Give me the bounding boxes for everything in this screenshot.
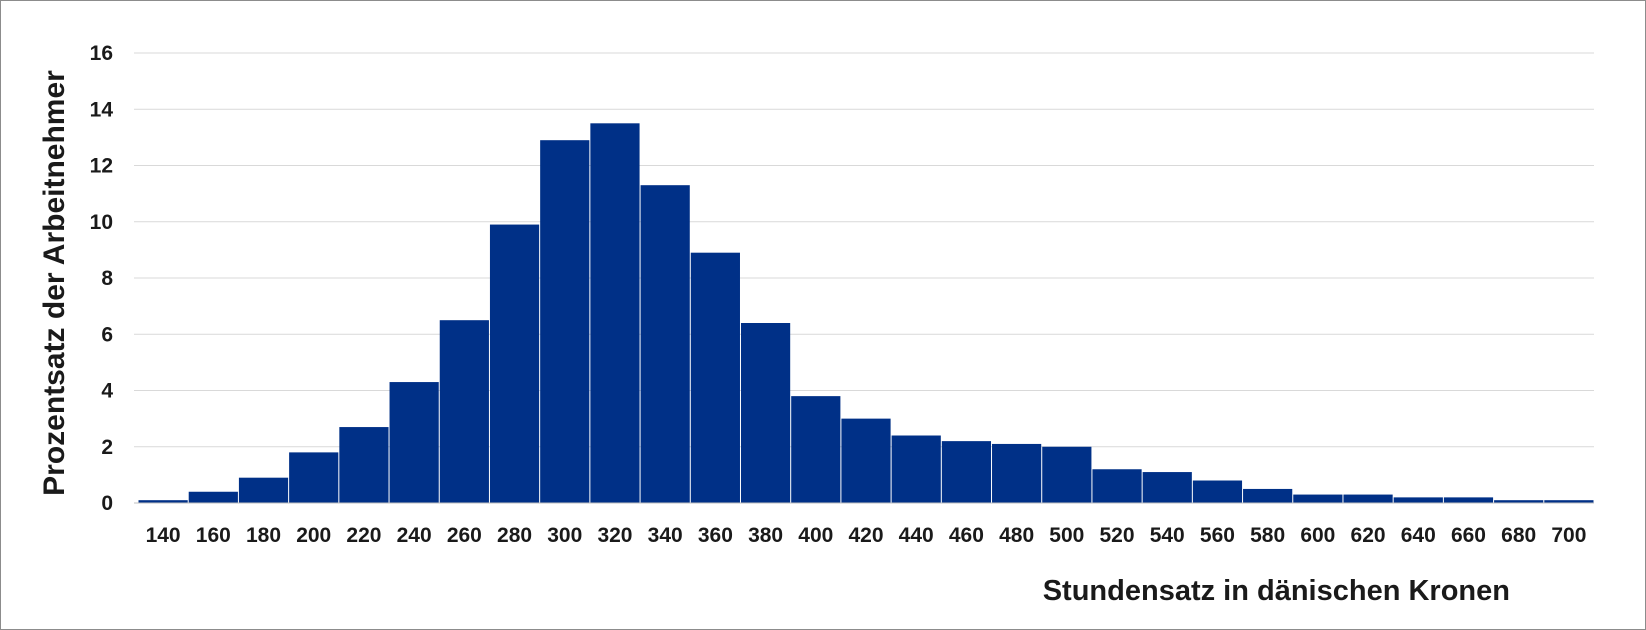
histogram-bar — [1393, 497, 1443, 503]
x-tick-label: 500 — [1049, 524, 1084, 547]
x-tick-label: 680 — [1501, 524, 1536, 547]
histogram-bar — [1494, 500, 1544, 503]
y-tick-label: 2 — [101, 436, 113, 459]
y-tick-label: 12 — [90, 155, 113, 178]
x-tick-label: 640 — [1401, 524, 1436, 547]
x-tick-label: 220 — [346, 524, 381, 547]
histogram-bar — [740, 323, 791, 503]
histogram-bar — [389, 382, 439, 503]
y-axis-ticks: 0 2 4 6 8 10 12 14 16 — [90, 42, 114, 515]
x-tick-label: 160 — [196, 524, 231, 547]
y-tick-label: 14 — [90, 98, 114, 121]
x-tick-label: 280 — [497, 524, 532, 547]
x-tick-label: 660 — [1451, 524, 1486, 547]
x-axis-ticks: 140 160 180 200 220 240 260 280 300 320 340 360 380 4… — [146, 524, 1587, 547]
y-tick-label: 4 — [101, 380, 113, 403]
x-tick-label: 380 — [748, 524, 783, 547]
histogram-bar — [590, 123, 640, 503]
x-tick-label: 600 — [1300, 524, 1335, 547]
x-tick-label: 700 — [1551, 524, 1586, 547]
x-tick-label: 320 — [597, 524, 632, 547]
x-axis-title: Stundensatz in dänischen Kronen — [1043, 575, 1510, 607]
histogram-bar — [1243, 488, 1293, 503]
x-tick-label: 580 — [1250, 524, 1285, 547]
x-tick-label: 620 — [1351, 524, 1386, 547]
y-axis-title: Prozentsatz der Arbeitnehmer — [38, 70, 71, 496]
histogram-bar — [1293, 494, 1343, 503]
histogram-bar — [1544, 500, 1594, 503]
y-tick-label: 10 — [90, 211, 113, 234]
histogram-bar — [289, 452, 339, 503]
bars — [134, 123, 1594, 504]
histogram-bar — [489, 224, 540, 503]
x-tick-label: 540 — [1150, 524, 1185, 547]
histogram-bar — [138, 500, 188, 503]
histogram-bar — [841, 418, 891, 503]
histogram-bar — [1192, 480, 1243, 503]
histogram-bar — [188, 491, 238, 503]
x-tick-label: 480 — [999, 524, 1034, 547]
y-tick-label: 16 — [90, 42, 113, 65]
histogram-bar — [791, 396, 841, 503]
histogram-bar — [992, 443, 1042, 503]
y-tick-label: 0 — [101, 492, 113, 515]
x-tick-label: 300 — [547, 524, 582, 547]
histogram-bar — [1142, 472, 1192, 503]
histogram-bar — [690, 252, 740, 503]
x-tick-label: 440 — [899, 524, 934, 547]
histogram-bar — [1042, 446, 1092, 503]
y-tick-label: 8 — [101, 267, 113, 290]
histogram-bar — [540, 140, 590, 503]
histogram-bar — [941, 441, 992, 503]
histogram-bar — [1092, 469, 1142, 503]
x-tick-label: 240 — [397, 524, 432, 547]
histogram-bar — [1343, 494, 1393, 503]
x-tick-label: 420 — [848, 524, 883, 547]
y-tick-label: 6 — [101, 323, 113, 346]
histogram-bar — [891, 435, 941, 503]
histogram-bar — [640, 185, 690, 503]
x-tick-label: 180 — [246, 524, 281, 547]
x-tick-label: 560 — [1200, 524, 1235, 547]
x-tick-label: 340 — [648, 524, 683, 547]
histogram-bar — [1443, 497, 1494, 503]
x-tick-label: 140 — [146, 524, 181, 547]
histogram-bar — [339, 427, 389, 503]
x-tick-label: 460 — [949, 524, 984, 547]
x-tick-label: 400 — [798, 524, 833, 547]
x-tick-label: 520 — [1100, 524, 1135, 547]
histogram-bar — [238, 477, 289, 503]
x-tick-label: 260 — [447, 524, 482, 547]
x-tick-label: 200 — [296, 524, 331, 547]
histogram-bar — [439, 320, 489, 503]
x-tick-label: 360 — [698, 524, 733, 547]
